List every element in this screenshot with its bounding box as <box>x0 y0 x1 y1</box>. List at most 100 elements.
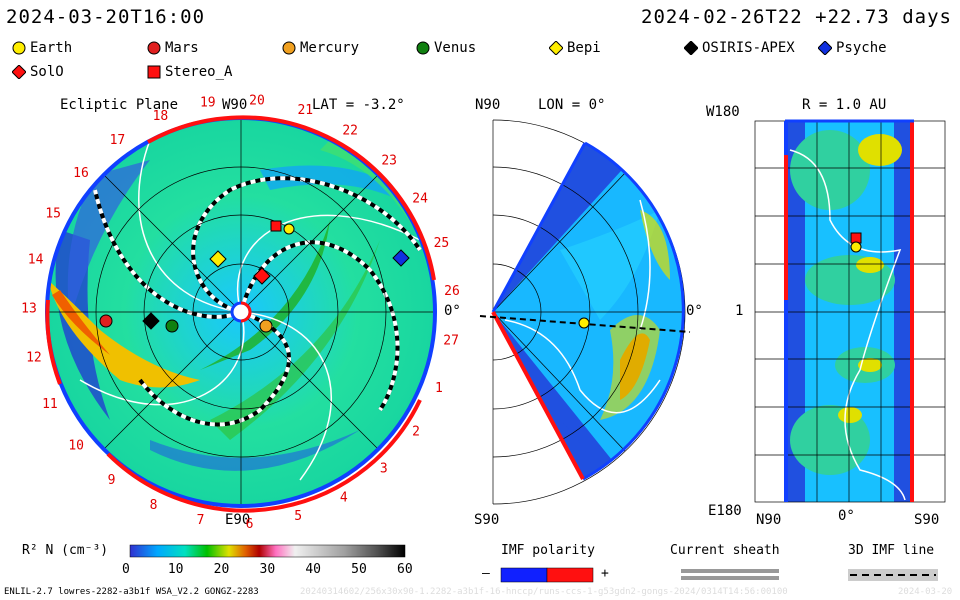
e90-label: E90 <box>225 512 251 528</box>
legend-item-solo: SolO <box>12 64 64 80</box>
panel3-n90-label: N90 <box>756 512 782 528</box>
lon-center-label: 1 <box>735 303 744 319</box>
colorbar-tick: 10 <box>167 562 184 577</box>
radius-label: R = 1.0 AU <box>802 97 887 113</box>
carrington-label: 4 <box>340 490 348 505</box>
carrington-label: 24 <box>412 192 428 207</box>
carrington-label: 23 <box>381 153 397 168</box>
diamond-icon <box>12 65 26 79</box>
osiris-apex-marker <box>142 312 160 330</box>
circle-icon <box>416 41 430 55</box>
earth-marker <box>283 223 295 235</box>
carrington-label: 14 <box>28 253 44 268</box>
legend-label: Venus <box>434 40 477 56</box>
carrington-label: 17 <box>110 133 126 148</box>
diamond-icon <box>684 41 698 55</box>
carrington-label: 15 <box>45 207 61 222</box>
colorbar-tick: 60 <box>397 562 413 577</box>
imf-polarity-title: IMF polarity <box>501 543 595 558</box>
colorbar-tick: 0 <box>122 562 130 577</box>
carrington-label: 16 <box>73 166 89 181</box>
density-colorbar <box>129 544 406 558</box>
n90-label: N90 <box>475 97 501 113</box>
legend-label: SolO <box>30 64 64 80</box>
carrington-label: 1 <box>435 381 443 396</box>
imf-line-title: 3D IMF line <box>848 543 935 558</box>
colorbar-tick: 40 <box>305 562 321 577</box>
simulation-time: 2024-03-20T16:00 <box>6 6 206 28</box>
legend-item-osiris-apex: OSIRIS-APEX <box>684 40 795 56</box>
venus-marker <box>165 319 179 333</box>
carrington-label: 13 <box>21 301 37 316</box>
circle-icon <box>147 41 161 55</box>
carrington-label: 18 <box>153 109 169 124</box>
circle-icon <box>282 41 296 55</box>
panel2-zero-label: 0° <box>686 303 703 319</box>
ecliptic-plane-title: Ecliptic Plane <box>60 97 179 113</box>
legend-label: OSIRIS-APEX <box>702 40 795 56</box>
diamond-icon <box>549 41 563 55</box>
colorbar-title: R² N (cm⁻³) <box>22 543 109 558</box>
current-sheath-title: Current sheath <box>670 543 780 558</box>
legend-item-stereo-a: Stereo_A <box>147 64 232 80</box>
carrington-label: 2 <box>412 425 420 440</box>
stereo-a-marker <box>270 220 282 232</box>
legend-item-mars: Mars <box>147 40 199 56</box>
square-icon <box>147 65 161 79</box>
legend-label: Mercury <box>300 40 360 56</box>
latitude-label: LAT = -3.2° <box>312 97 405 113</box>
reference-time: 2024-02-26T22 +22.73 days <box>641 6 952 28</box>
carrington-label: 6 <box>246 517 254 532</box>
carrington-label: 5 <box>294 509 302 524</box>
panel3-s90-label: S90 <box>914 512 940 528</box>
legend-label: Psyche <box>836 40 887 56</box>
bepi-marker <box>209 250 227 268</box>
panel3-zero-label: 0° <box>838 508 855 524</box>
legend-item-bepi: Bepi <box>549 40 601 56</box>
current-sheath-swatch <box>681 569 779 573</box>
legend-item-psyche: Psyche <box>818 40 887 56</box>
e180-label: E180 <box>708 503 742 519</box>
mars-marker <box>99 314 113 328</box>
legend-item-mercury: Mercury <box>282 40 359 56</box>
colorbar-tick: 30 <box>259 562 276 577</box>
carrington-label: 22 <box>342 123 358 138</box>
run-info: ENLIL-2.7 lowres-2282-a3b1f WSA_V2.2 GON… <box>4 587 259 597</box>
earth-marker-meridional <box>578 317 590 329</box>
imf-positive-swatch <box>546 567 594 583</box>
psyche-marker <box>392 249 410 267</box>
carrington-label: 21 <box>297 103 313 118</box>
legend-item-earth: Earth <box>12 40 72 56</box>
run-date: 2024-03-20 <box>898 587 953 597</box>
legend-label: Earth <box>30 40 73 56</box>
s90-label: S90 <box>474 512 500 528</box>
imf-minus-label: – <box>482 566 490 581</box>
legend-label: Bepi <box>567 40 601 56</box>
colorbar-tick: 50 <box>351 562 367 577</box>
legend-label: Stereo_A <box>165 64 233 80</box>
carrington-label: 10 <box>68 438 84 453</box>
carrington-label: 19 <box>200 96 216 111</box>
circle-icon <box>12 41 26 55</box>
w180-label: W180 <box>706 104 740 120</box>
carrington-label: 11 <box>42 397 58 412</box>
carrington-label: 7 <box>197 513 205 528</box>
earth-marker-map <box>850 241 862 253</box>
solo-marker <box>253 267 271 285</box>
run-path: 20240314602/256x30x90-1.2282-a3b1f-16-hn… <box>300 587 788 597</box>
diamond-icon <box>818 41 832 55</box>
carrington-label: 20 <box>249 94 265 109</box>
carrington-label: 12 <box>26 350 42 365</box>
carrington-longitude-labels: 19 20212223242526271234567891011121314151… <box>21 94 460 532</box>
w90-label: W90 <box>222 97 248 113</box>
legend-label: Mars <box>165 40 199 56</box>
legend-item-venus: Venus <box>416 40 476 56</box>
longitude-label: LON = 0° <box>538 97 606 113</box>
carrington-label: 3 <box>380 462 388 477</box>
carrington-label: 9 <box>108 473 116 488</box>
panel1-zero-label: 0° <box>444 303 461 319</box>
imf-negative-swatch <box>500 567 548 583</box>
carrington-label: 26 <box>444 284 460 299</box>
colorbar-tick: 20 <box>213 562 230 577</box>
